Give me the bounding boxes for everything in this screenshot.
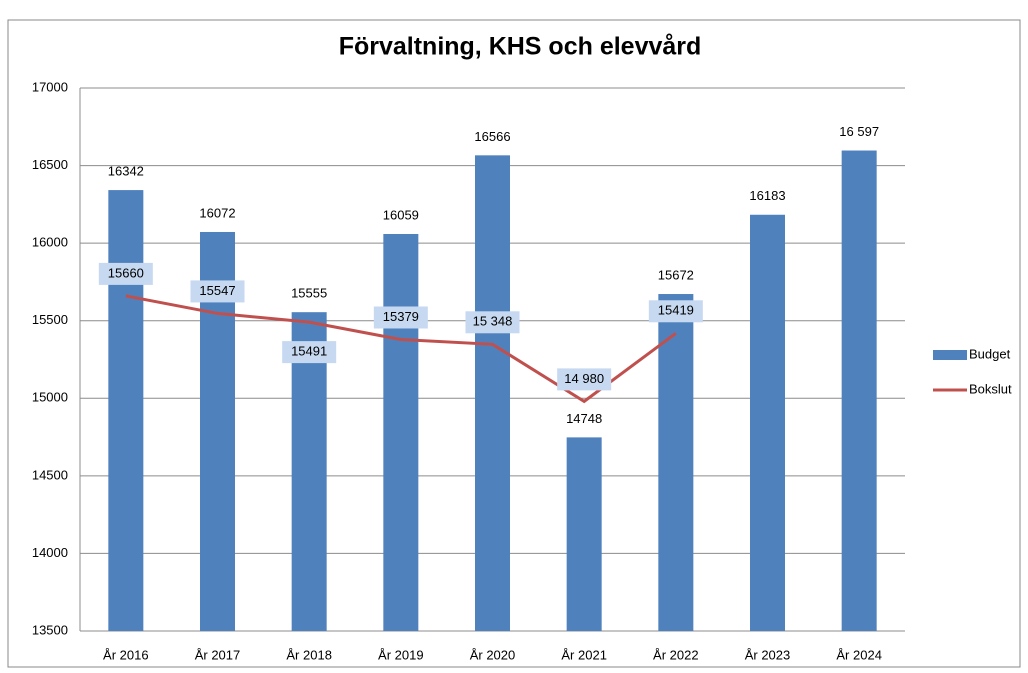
line-label-box	[557, 368, 612, 391]
legend-label: Bokslut	[969, 381, 1012, 396]
line-value-label: 15419	[658, 303, 694, 318]
bar-value-label: 16059	[383, 207, 419, 222]
bar-value-label: 16183	[749, 188, 785, 203]
bar-value-label: 16072	[199, 205, 235, 220]
y-tick-label: 15000	[32, 390, 68, 405]
y-tick-label: 15500	[32, 312, 68, 327]
x-tick-label: År 2022	[653, 647, 699, 662]
line-value-label: 15547	[199, 283, 235, 298]
line-value-label: 15 348	[473, 314, 513, 329]
line-value-label: 14 980	[564, 371, 604, 386]
y-tick-label: 13500	[32, 622, 68, 637]
bar-value-label: 16342	[108, 164, 144, 179]
bar	[108, 190, 144, 632]
bar-value-label: 16566	[474, 129, 510, 144]
bar	[566, 437, 602, 631]
bar	[475, 155, 510, 631]
y-tick-label: 14000	[32, 545, 68, 560]
chart-title: Förvaltning, KHS och elevvård	[339, 33, 702, 61]
bar-value-label: 15555	[291, 286, 327, 301]
x-tick-label: År 2019	[378, 647, 424, 662]
line-value-label: 15491	[291, 344, 327, 359]
bar-value-label: 16 597	[839, 124, 879, 139]
bar	[658, 294, 694, 631]
x-tick-label: År 2016	[103, 647, 149, 662]
bar	[291, 312, 327, 631]
line-value-label: 15660	[108, 265, 144, 280]
line-label-box	[465, 311, 520, 334]
bar	[383, 233, 419, 631]
line-label-box	[648, 300, 703, 323]
x-tick-label: År 2021	[561, 647, 607, 662]
bar	[841, 150, 877, 631]
y-tick-label: 16500	[32, 157, 68, 172]
x-tick-label: År 2024	[836, 647, 882, 662]
x-tick-label: År 2023	[745, 647, 791, 662]
y-tick-label: 16000	[32, 235, 68, 250]
legend-label: Budget	[969, 346, 1011, 361]
line-label-box	[373, 306, 428, 329]
y-tick-label: 14500	[32, 467, 68, 482]
bar-value-label: 15672	[658, 267, 694, 282]
bar-value-label: 14748	[566, 411, 602, 426]
line	[125, 294, 677, 404]
bar	[750, 214, 785, 631]
line-label-box	[282, 341, 337, 364]
y-tick-label: 17000	[32, 79, 68, 94]
x-tick-label: År 2017	[195, 647, 241, 662]
line-value-label: 15379	[383, 309, 419, 324]
line-label-box	[190, 280, 245, 303]
legend-swatch	[933, 350, 967, 360]
line-label-box	[98, 262, 153, 285]
x-tick-label: År 2018	[286, 647, 332, 662]
x-tick-label: År 2020	[470, 647, 516, 662]
